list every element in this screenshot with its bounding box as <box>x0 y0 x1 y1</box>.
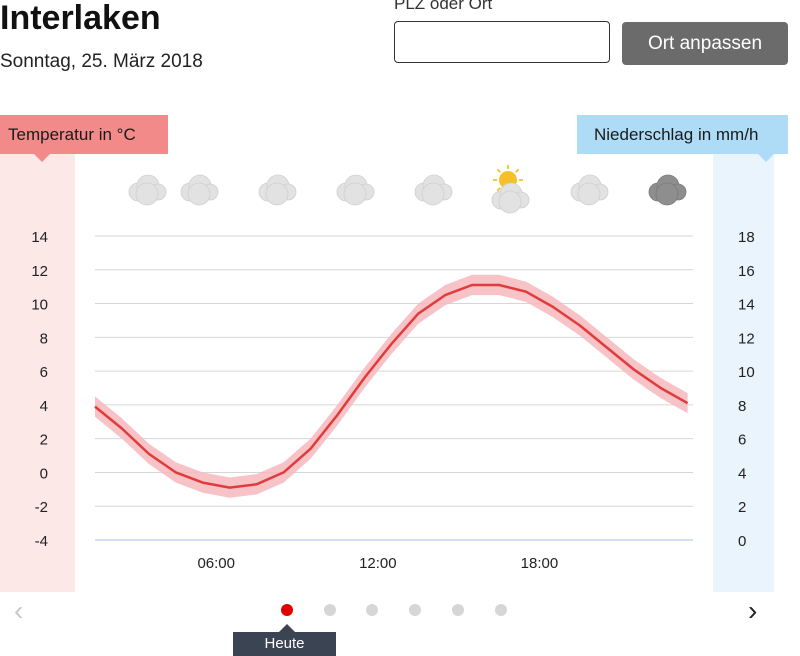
temperature-axis-header: Temperatur in °C <box>0 115 168 162</box>
y-right-tick-label: 8 <box>738 398 746 415</box>
sun-ray <box>496 187 501 192</box>
sun-ray <box>515 168 520 173</box>
y-right-tick-label: 10 <box>738 364 755 381</box>
cloud-puff <box>498 190 522 214</box>
pager-dot[interactable] <box>281 604 293 616</box>
cloudy-icon <box>570 174 609 206</box>
y-right-tick-label: 12 <box>738 330 755 347</box>
cloud-puff <box>577 182 601 206</box>
y-left-tick-label: 8 <box>40 330 48 347</box>
y-left-tick-label: -2 <box>35 499 48 516</box>
y-right-tick-label: 14 <box>738 297 755 314</box>
sun-ray <box>496 168 501 173</box>
cloud-puff <box>655 182 679 206</box>
y-right-tick-label: 18 <box>738 229 755 246</box>
y-left-tick-label: 12 <box>31 263 48 280</box>
y-right-tick-label: 2 <box>738 499 746 516</box>
y-left-tick-label: 2 <box>40 432 48 449</box>
cloudy-icon <box>258 174 297 206</box>
y-left-tick-label: 0 <box>40 465 48 482</box>
y-left-tick-label: 10 <box>31 297 48 314</box>
y-left-tick-label: 4 <box>40 398 48 415</box>
cloud-puff <box>187 182 211 206</box>
day-tooltip: Heute <box>233 624 336 656</box>
pager-dot[interactable] <box>495 604 507 616</box>
cloud-puff <box>135 182 159 206</box>
cloud-puff <box>343 182 367 206</box>
cloudy-icon <box>336 174 375 206</box>
chevron-right-icon[interactable]: › <box>748 595 758 626</box>
cloud-puff <box>265 182 289 206</box>
weather-chart: -4 -2 0 2 4 6 8 10 12 14 0 2 4 6 8 10 12 14 16 18 06:00 12:00… <box>31 165 755 572</box>
update-location-button[interactable]: Ort anpassen <box>622 22 788 65</box>
y-right-tick-label: 16 <box>738 263 755 280</box>
cloudy-icon <box>414 174 453 206</box>
pager-dot[interactable] <box>324 604 336 616</box>
y-left-tick-label: -4 <box>35 533 48 550</box>
cloudy-icon <box>180 174 219 206</box>
partly-sunny-icon <box>491 165 530 214</box>
x-tick-label: 06:00 <box>197 555 235 572</box>
precipitation-axis-header: Niederschlag in mm/h <box>577 115 788 162</box>
temperature-line <box>94 283 689 489</box>
cloud-puff <box>421 182 445 206</box>
y-left-tick-label: 14 <box>31 229 48 246</box>
pager-dot[interactable] <box>452 604 464 616</box>
pager-dot[interactable] <box>366 604 378 616</box>
y-right-tick-label: 0 <box>738 533 746 550</box>
precipitation-axis-band <box>713 154 774 592</box>
y-left-tick-label: 6 <box>40 364 48 381</box>
location-search-input[interactable] <box>394 21 610 63</box>
chevron-left-icon[interactable]: ‹ <box>14 595 24 626</box>
date-label: Sonntag, 25. März 2018 <box>0 51 203 72</box>
temperature-axis-band <box>0 154 75 592</box>
y-right-tick-label: 4 <box>738 465 746 482</box>
y-right-tick-label: 6 <box>738 432 746 449</box>
temperature-range-band <box>95 274 688 498</box>
pager-dot[interactable] <box>409 604 421 616</box>
search-label: PLZ oder Ort <box>394 0 493 13</box>
cloudy-icon <box>128 174 167 206</box>
city-title: Interlaken <box>0 0 161 37</box>
x-tick-label: 12:00 <box>359 555 397 572</box>
x-tick-label: 18:00 <box>521 555 559 572</box>
dark-cloud-icon <box>648 174 687 206</box>
